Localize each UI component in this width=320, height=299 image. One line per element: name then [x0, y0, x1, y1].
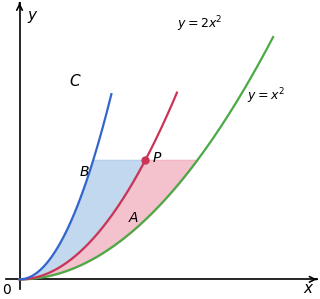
- Text: $B$: $B$: [79, 165, 90, 179]
- Text: $0$: $0$: [2, 283, 12, 297]
- Text: $C$: $C$: [68, 73, 81, 89]
- Text: $y = 2x^2$: $y = 2x^2$: [177, 14, 222, 34]
- Text: $x$: $x$: [303, 281, 314, 296]
- Text: $P$: $P$: [152, 151, 163, 165]
- Text: $y = x^2$: $y = x^2$: [247, 87, 284, 106]
- Text: $A$: $A$: [128, 211, 139, 225]
- Text: $y$: $y$: [27, 9, 38, 25]
